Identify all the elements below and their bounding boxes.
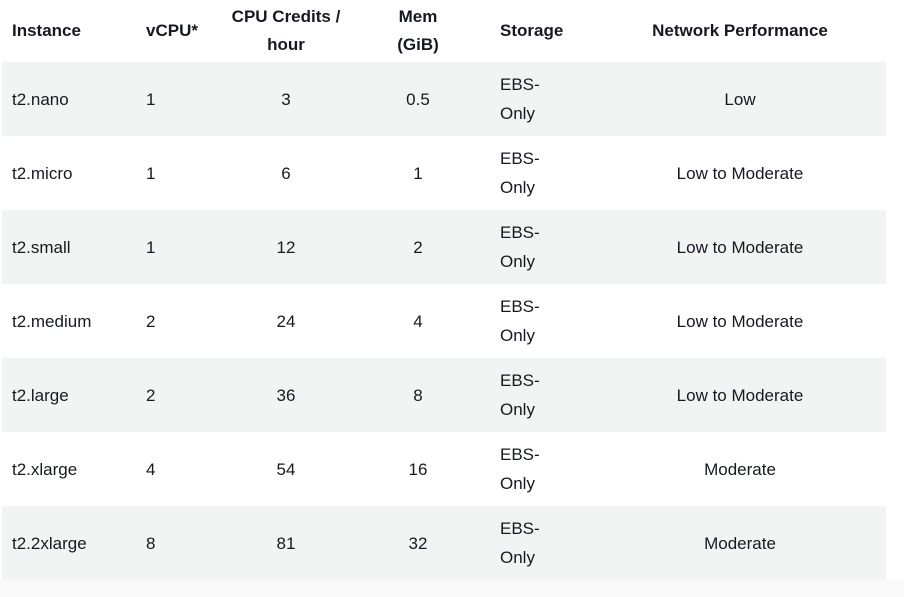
cell-storage-line1: EBS- [500, 519, 540, 538]
cell-cpu-credits: 12 [276, 237, 296, 257]
table-row: t2.xlarge 4 54 16 EBS- Only Moderate [2, 432, 886, 506]
cell-instance: t2.xlarge [12, 459, 78, 479]
header-network-performance: Network Performance [652, 21, 828, 40]
cell-storage-line2: Only [500, 400, 535, 419]
cell-network-performance: Low [724, 89, 756, 109]
cell-instance: t2.nano [12, 89, 69, 109]
table-row: t2.nano 1 3 0.5 EBS- Only Low [2, 62, 886, 136]
header-row: Instance vCPU* CPU Credits / hour Mem (GiB… [2, 0, 886, 62]
table-row: t2.medium 2 24 4 EBS- Only Low to Moderate [2, 284, 886, 358]
cell-storage-line2: Only [500, 474, 535, 493]
table-header: Instance vCPU* CPU Credits / hour Mem (GiB… [2, 0, 886, 62]
cell-mem: 32 [408, 533, 428, 553]
cell-network-performance: Low to Moderate [676, 311, 804, 331]
header-mem-line2: (GiB) [397, 35, 439, 54]
cell-network-performance: Low to Moderate [676, 237, 804, 257]
cell-storage-line2: Only [500, 548, 535, 567]
cell-vcpu: 2 [146, 385, 156, 405]
instance-types-table-container: Instance vCPU* CPU Credits / hour Mem (GiB… [2, 0, 886, 581]
cell-storage-line1: EBS- [500, 75, 540, 94]
cell-instance: t2.medium [12, 311, 92, 331]
header-mem: Mem (GiB) [352, 0, 484, 62]
header-mem-line1: Mem [398, 7, 438, 26]
table-row: t2.micro 1 6 1 EBS- Only Low to Moderate [2, 136, 886, 210]
cell-storage-line2: Only [500, 326, 535, 345]
cell-vcpu: 1 [146, 89, 156, 109]
cell-storage-line1: EBS- [500, 297, 540, 316]
cell-storage-line2: Only [500, 104, 535, 123]
cell-storage-line1: EBS- [500, 223, 540, 242]
table-row: t2.small 1 12 2 EBS- Only Low to Moderate [2, 210, 886, 284]
cell-cpu-credits: 36 [276, 385, 296, 405]
cell-instance: t2.2xlarge [12, 533, 87, 553]
header-cpu-credits-line2: hour [267, 35, 305, 54]
cell-storage: EBS- Only [484, 358, 594, 432]
cell-network-performance: Low to Moderate [676, 163, 804, 183]
page-footer-strip [0, 580, 904, 597]
cell-vcpu: 8 [146, 533, 156, 553]
cell-vcpu: 1 [146, 163, 156, 183]
cell-vcpu: 2 [146, 311, 156, 331]
header-storage: Storage [500, 21, 564, 40]
cell-cpu-credits: 6 [281, 163, 291, 183]
cell-storage-line1: EBS- [500, 371, 540, 390]
instance-types-table: Instance vCPU* CPU Credits / hour Mem (GiB… [2, 0, 886, 581]
cell-storage: EBS- Only [484, 136, 594, 210]
cell-cpu-credits: 54 [276, 459, 296, 479]
cell-storage-line2: Only [500, 252, 535, 271]
cell-instance: t2.large [12, 385, 69, 405]
cell-storage-line1: EBS- [500, 149, 540, 168]
table-row: t2.large 2 36 8 EBS- Only Low to Moderate [2, 358, 886, 432]
cell-storage-line2: Only [500, 178, 535, 197]
cell-storage: EBS- Only [484, 284, 594, 358]
cell-vcpu: 4 [146, 459, 156, 479]
header-instance: Instance [12, 21, 81, 40]
cell-vcpu: 1 [146, 237, 156, 257]
header-cpu-credits: CPU Credits / hour [220, 0, 352, 62]
cell-mem: 16 [408, 459, 428, 479]
cell-mem: 4 [413, 311, 423, 331]
table-row: t2.2xlarge 8 81 32 EBS- Only Moderate [2, 506, 886, 581]
header-cpu-credits-line1: CPU Credits / [231, 7, 341, 26]
cell-storage: EBS- Only [484, 506, 594, 581]
cell-network-performance: Low to Moderate [676, 385, 804, 405]
cell-mem: 1 [413, 163, 423, 183]
cell-instance: t2.micro [12, 163, 73, 183]
cell-mem: 0.5 [406, 89, 430, 109]
cell-cpu-credits: 81 [276, 533, 296, 553]
cell-cpu-credits: 3 [281, 89, 291, 109]
cell-instance: t2.small [12, 237, 71, 257]
cell-network-performance: Moderate [704, 459, 776, 479]
table-body: t2.nano 1 3 0.5 EBS- Only Low t2.micro 1 6 1 EBS- On… [2, 62, 886, 581]
cell-storage: EBS- Only [484, 62, 594, 136]
cell-mem: 8 [413, 385, 423, 405]
cell-mem: 2 [413, 237, 423, 257]
cell-storage: EBS- Only [484, 210, 594, 284]
header-vcpu: vCPU* [146, 21, 198, 40]
cell-storage: EBS- Only [484, 432, 594, 506]
cell-storage-line1: EBS- [500, 445, 540, 464]
cell-network-performance: Moderate [704, 533, 776, 553]
cell-cpu-credits: 24 [276, 311, 296, 331]
